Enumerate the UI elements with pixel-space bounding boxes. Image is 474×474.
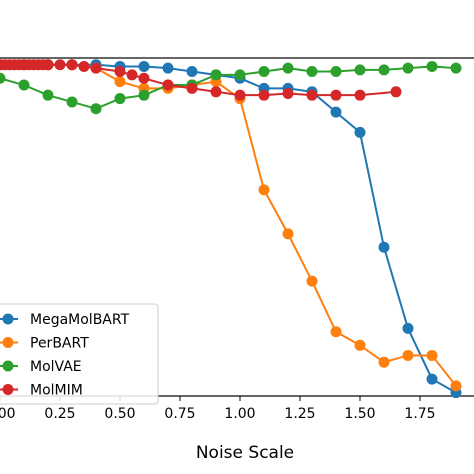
data-point	[114, 76, 126, 88]
data-point	[306, 89, 318, 101]
data-point	[354, 339, 366, 351]
data-point	[114, 66, 126, 78]
legend: MegaMolBART PerBART MolVAE MolMIM	[0, 303, 159, 405]
data-point	[282, 228, 294, 240]
data-point	[426, 60, 438, 72]
x-tick-label: 1.25	[284, 406, 315, 422]
legend-label: PerBART	[30, 336, 89, 352]
data-point	[306, 275, 318, 287]
series-layer	[0, 59, 462, 399]
data-point	[90, 103, 102, 115]
data-point	[378, 356, 390, 368]
x-tick-label: 0.25	[44, 406, 75, 422]
data-point	[378, 241, 390, 253]
legend-label: MegaMolBART	[30, 312, 130, 328]
legend-box	[0, 303, 159, 405]
data-point	[54, 59, 66, 71]
x-tick-label: 0.00	[0, 406, 16, 422]
data-point	[402, 62, 414, 74]
data-point	[138, 72, 150, 84]
legend-swatch-marker	[2, 384, 14, 395]
x-tick-label: 0.50	[104, 406, 135, 422]
x-tick-label: 1.50	[344, 406, 375, 422]
x-tick-label: 1.00	[224, 406, 255, 422]
legend-swatch-marker	[2, 337, 14, 348]
data-point	[114, 93, 126, 105]
legend-swatch-marker	[2, 360, 14, 372]
legend-item: MegaMolBART	[0, 312, 130, 328]
x-tick-label: 1.75	[404, 406, 435, 422]
data-point	[354, 89, 366, 101]
data-point	[162, 62, 174, 74]
data-point	[162, 79, 174, 91]
data-point	[210, 69, 222, 81]
data-point	[402, 349, 414, 361]
data-point	[42, 89, 54, 101]
data-point	[234, 89, 246, 101]
data-point	[138, 60, 150, 72]
data-point	[258, 184, 270, 196]
data-point	[42, 59, 54, 71]
data-point	[234, 69, 246, 81]
data-point	[210, 86, 222, 98]
data-point	[78, 60, 90, 72]
data-point	[330, 66, 342, 78]
data-point	[258, 66, 270, 78]
data-point	[330, 106, 342, 118]
data-point	[354, 64, 366, 76]
data-point	[450, 62, 462, 74]
plot-area	[0, 57, 474, 399]
legend-swatch-marker	[2, 313, 14, 325]
data-point	[282, 87, 294, 99]
data-point	[330, 89, 342, 101]
legend-item: MolVAE	[0, 359, 82, 375]
legend-label: MolMIM	[30, 383, 83, 399]
data-point	[66, 59, 78, 71]
data-point	[186, 66, 198, 78]
data-point	[378, 64, 390, 76]
x-axis: 0.00 0.25 0.50 0.75 1.00 1.25 1.50 1.75	[0, 396, 436, 422]
data-point	[330, 326, 342, 338]
data-point	[426, 349, 438, 361]
legend-label: MolVAE	[30, 359, 82, 375]
data-point	[0, 72, 6, 84]
series-molmim	[0, 59, 402, 101]
data-point	[258, 89, 270, 101]
x-tick-label: 0.75	[164, 406, 195, 422]
data-point	[282, 62, 294, 74]
data-point	[186, 82, 198, 94]
data-point	[426, 373, 438, 385]
data-point	[138, 89, 150, 101]
data-point	[402, 322, 414, 334]
plot-frame	[0, 57, 474, 397]
data-point	[18, 79, 30, 91]
data-point	[306, 66, 318, 78]
legend-item: PerBART	[0, 336, 89, 352]
data-point	[390, 86, 402, 98]
data-point	[66, 96, 78, 108]
legend-item: MolMIM	[0, 383, 83, 399]
data-point	[90, 62, 102, 74]
data-point	[450, 380, 462, 392]
data-point	[126, 69, 138, 81]
data-point	[354, 126, 366, 138]
x-axis-title: Noise Scale	[196, 443, 294, 463]
